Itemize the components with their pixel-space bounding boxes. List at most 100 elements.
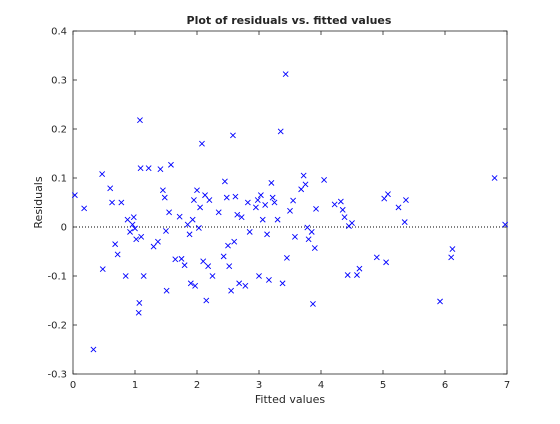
x-tick-label: 0 xyxy=(70,380,76,391)
data-point xyxy=(437,298,443,305)
y-tick-label: -0.3 xyxy=(47,370,67,381)
data-point xyxy=(383,259,390,266)
data-point xyxy=(109,199,115,206)
data-point xyxy=(321,177,328,183)
data-point xyxy=(181,262,188,269)
data-point xyxy=(228,287,235,294)
data-point xyxy=(298,186,305,193)
data-point xyxy=(189,216,196,223)
data-point xyxy=(163,287,170,294)
data-point xyxy=(385,191,391,198)
data-point xyxy=(403,197,409,203)
data-point xyxy=(132,225,138,232)
data-point xyxy=(331,201,338,208)
data-point xyxy=(234,211,241,218)
data-point xyxy=(381,195,388,202)
data-point xyxy=(71,192,78,199)
data-point xyxy=(187,280,194,287)
data-point xyxy=(264,231,270,238)
data-point xyxy=(401,219,408,226)
data-point xyxy=(274,216,281,223)
x-axis-label: Fitted values xyxy=(255,393,326,406)
data-point xyxy=(226,263,233,270)
data-point xyxy=(356,265,363,272)
data-point xyxy=(81,205,88,212)
data-point xyxy=(114,251,121,258)
x-tick-label: 7 xyxy=(504,380,510,391)
x-tick-label: 2 xyxy=(194,380,200,391)
data-point xyxy=(122,273,129,279)
data-point xyxy=(225,242,231,249)
x-tick-label: 4 xyxy=(318,380,324,391)
data-point xyxy=(373,254,380,261)
data-point xyxy=(242,282,249,289)
data-point xyxy=(349,220,355,226)
data-point xyxy=(135,309,142,316)
data-point xyxy=(203,297,210,304)
data-point xyxy=(159,187,166,194)
data-point xyxy=(202,192,208,199)
data-point xyxy=(215,209,222,216)
x-tick-label: 6 xyxy=(442,380,448,391)
data-point xyxy=(254,197,261,203)
data-point xyxy=(136,300,143,306)
x-tick-label: 1 xyxy=(132,380,138,391)
y-tick-label: -0.1 xyxy=(47,272,67,283)
data-point xyxy=(292,233,298,240)
data-point xyxy=(155,238,161,245)
data-point xyxy=(107,185,114,192)
x-axis: 0 1 2 3 4 5 6 7 xyxy=(70,31,510,391)
data-point xyxy=(124,216,131,223)
data-point xyxy=(256,273,262,279)
data-point xyxy=(238,214,245,221)
data-point xyxy=(448,254,455,261)
data-point xyxy=(300,172,307,179)
data-point xyxy=(302,181,309,188)
data-point xyxy=(199,140,205,147)
data-point xyxy=(266,277,272,283)
data-point xyxy=(341,214,348,221)
y-tick-label: 0 xyxy=(61,223,67,234)
data-point xyxy=(232,193,239,200)
data-point xyxy=(252,204,259,211)
data-point xyxy=(231,238,238,245)
data-point xyxy=(206,197,213,203)
data-point xyxy=(220,253,227,260)
y-axis: -0.3 -0.2 -0.1 0 0.1 0.2 0.3 0.4 xyxy=(47,27,507,381)
data-point xyxy=(163,228,169,234)
data-point xyxy=(166,209,173,216)
data-point xyxy=(137,117,143,124)
data-point xyxy=(271,199,278,206)
data-point xyxy=(395,204,402,211)
y-tick-label: -0.2 xyxy=(47,321,67,332)
data-point xyxy=(257,192,264,199)
data-point xyxy=(283,254,290,261)
y-tick-label: 0.3 xyxy=(51,76,67,87)
data-point xyxy=(205,263,212,270)
data-point xyxy=(282,71,289,78)
data-point xyxy=(339,206,346,213)
data-point xyxy=(200,258,207,265)
data-points xyxy=(71,71,509,353)
data-point xyxy=(195,225,202,231)
data-point xyxy=(230,132,236,139)
data-point xyxy=(344,272,351,278)
data-point xyxy=(190,197,197,203)
data-point xyxy=(99,171,106,177)
data-point xyxy=(99,266,106,273)
data-point xyxy=(129,221,136,228)
data-point xyxy=(90,346,97,353)
data-point xyxy=(137,165,144,172)
data-point xyxy=(223,194,230,201)
data-point xyxy=(197,204,204,211)
data-point xyxy=(259,216,266,223)
data-point xyxy=(186,231,193,238)
data-point xyxy=(184,221,191,228)
data-point xyxy=(268,179,275,186)
data-point xyxy=(130,214,137,221)
y-tick-label: 0.1 xyxy=(51,174,67,185)
data-point xyxy=(337,198,344,205)
data-point xyxy=(290,197,297,204)
